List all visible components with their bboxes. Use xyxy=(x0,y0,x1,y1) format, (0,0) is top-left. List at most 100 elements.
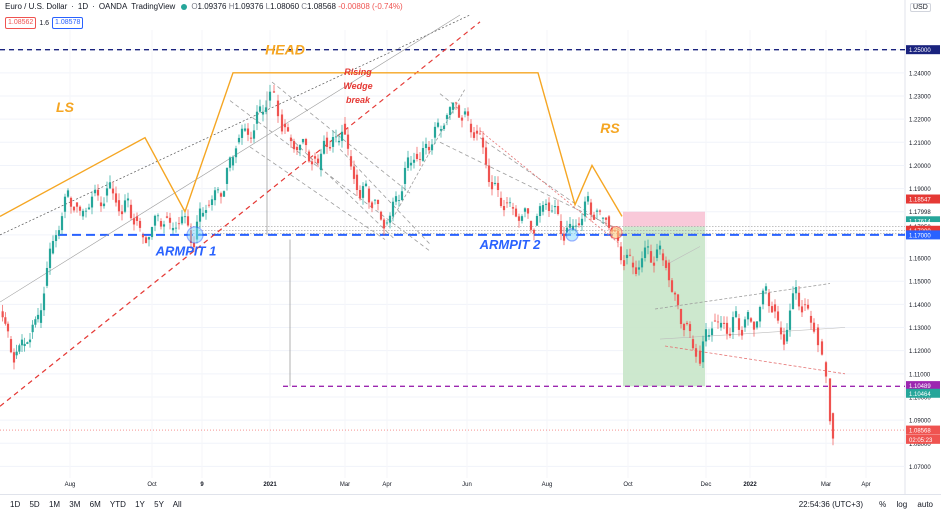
candle-body xyxy=(42,293,46,311)
candle-body xyxy=(252,130,256,139)
level-125-label-bg xyxy=(906,45,940,55)
candle-body xyxy=(213,190,217,201)
candle-body xyxy=(574,225,578,227)
candle-body xyxy=(559,221,563,234)
candle-body xyxy=(725,322,729,334)
candle-body xyxy=(255,111,259,124)
timeframe-ytd[interactable]: YTD xyxy=(109,500,126,509)
candle-body xyxy=(51,241,55,254)
stop-loss-zone xyxy=(623,211,705,227)
candle-body xyxy=(90,196,94,208)
candle-body xyxy=(794,286,798,294)
interval-label[interactable]: 1D xyxy=(77,2,89,11)
y-tick-label: 1.24000 xyxy=(909,71,931,77)
candle-body xyxy=(159,221,163,227)
candle-body xyxy=(243,128,247,131)
candle-body xyxy=(670,280,674,292)
timeframe-5y[interactable]: 5Y xyxy=(154,500,164,509)
neckline-label: 1.17000 xyxy=(909,233,931,239)
timeframe-1d[interactable]: 1D xyxy=(10,500,21,509)
y-tick-label: 1.16000 xyxy=(909,257,931,263)
candle-body xyxy=(502,206,506,211)
candle-body xyxy=(105,188,109,196)
timeframe-all[interactable]: All xyxy=(172,500,182,509)
candle-body xyxy=(550,210,554,212)
candle-body xyxy=(622,260,626,266)
candle-body xyxy=(592,214,596,220)
candle-body xyxy=(430,144,434,151)
trendline-red xyxy=(0,21,481,407)
candle-body xyxy=(192,242,196,248)
candle-body xyxy=(472,132,476,138)
spread-value: 1.6 xyxy=(39,19,50,27)
target-label-bg xyxy=(906,381,940,391)
candle-body xyxy=(183,216,187,218)
candle-body xyxy=(466,111,470,116)
wedge-line xyxy=(389,88,466,224)
candle-body xyxy=(201,212,205,217)
candle-body xyxy=(174,227,178,229)
y-tick-label: 1.11000 xyxy=(909,372,931,378)
candle-body xyxy=(460,117,464,121)
annotation-label: LS xyxy=(56,99,75,115)
candle-body xyxy=(66,190,70,197)
candle-body xyxy=(322,140,326,154)
timeframe-3m[interactable]: 3M xyxy=(69,500,81,509)
log-toggle[interactable]: log xyxy=(896,500,908,509)
y-tick-label: 1.21000 xyxy=(909,141,931,147)
candle-body xyxy=(126,198,130,201)
candle-body xyxy=(268,91,272,101)
wedge-line xyxy=(339,148,431,245)
annotation-label: break xyxy=(346,95,371,105)
timeframe-5d[interactable]: 5D xyxy=(29,500,40,509)
symbol-name[interactable]: Euro / U.S. Dollar xyxy=(5,2,68,11)
candle-body xyxy=(704,329,708,342)
candle-body xyxy=(424,143,428,149)
candle-body xyxy=(562,233,566,241)
percent-toggle[interactable]: % xyxy=(879,500,887,509)
candle-body xyxy=(734,311,738,318)
candle-body xyxy=(231,157,235,166)
timeframe-1y[interactable]: 1Y xyxy=(135,500,145,509)
candle-body xyxy=(637,267,641,270)
currency-button[interactable]: USD xyxy=(910,3,931,12)
candle-body xyxy=(168,217,172,223)
candle-body xyxy=(304,139,308,146)
candle-body xyxy=(505,202,509,204)
candle-body xyxy=(752,321,756,330)
candle-body xyxy=(78,206,82,211)
timeframe-1m[interactable]: 1M xyxy=(48,500,61,509)
candle-body xyxy=(688,324,692,332)
candle-body xyxy=(301,139,305,143)
candle-body xyxy=(72,206,76,211)
wedge-line xyxy=(439,93,461,111)
auto-toggle[interactable]: auto xyxy=(917,500,933,509)
candle-body xyxy=(34,319,37,325)
candle-body xyxy=(532,229,536,234)
y-tick-label: 1.10000 xyxy=(909,395,931,401)
candle-body xyxy=(355,174,359,191)
candle-body xyxy=(764,286,768,291)
candle-body xyxy=(547,202,551,211)
candle-body xyxy=(246,128,250,135)
candle-body xyxy=(114,193,118,203)
chart-header: Euro / U.S. Dollar · 1D · OANDA TradingV… xyxy=(0,0,905,32)
candle-body xyxy=(12,352,16,363)
candle-body xyxy=(237,137,241,143)
price-chart[interactable]: 1.07000 1.08000 1.09000 1.10000 1.11000 1.120… xyxy=(0,0,941,494)
x-tick-label: 9 xyxy=(200,482,204,488)
y-tick-label: 1.12000 xyxy=(909,349,931,355)
candle-body xyxy=(186,216,190,226)
armpit-1-marker xyxy=(186,226,204,244)
candle-body xyxy=(129,204,133,219)
candle-body xyxy=(520,216,524,221)
y-tick-label: 1.15000 xyxy=(909,280,931,286)
sell-button[interactable]: 1.08562 xyxy=(5,17,37,29)
buy-button[interactable]: 1.08578 xyxy=(52,17,84,29)
candle-body xyxy=(517,216,521,221)
clock[interactable]: 22:54:36 (UTC+3) xyxy=(798,500,863,509)
annotation-label: RS xyxy=(600,120,620,136)
candle-body xyxy=(607,216,611,228)
timeframe-6m[interactable]: 6M xyxy=(89,500,101,509)
x-tick-label: 2022 xyxy=(743,482,757,488)
